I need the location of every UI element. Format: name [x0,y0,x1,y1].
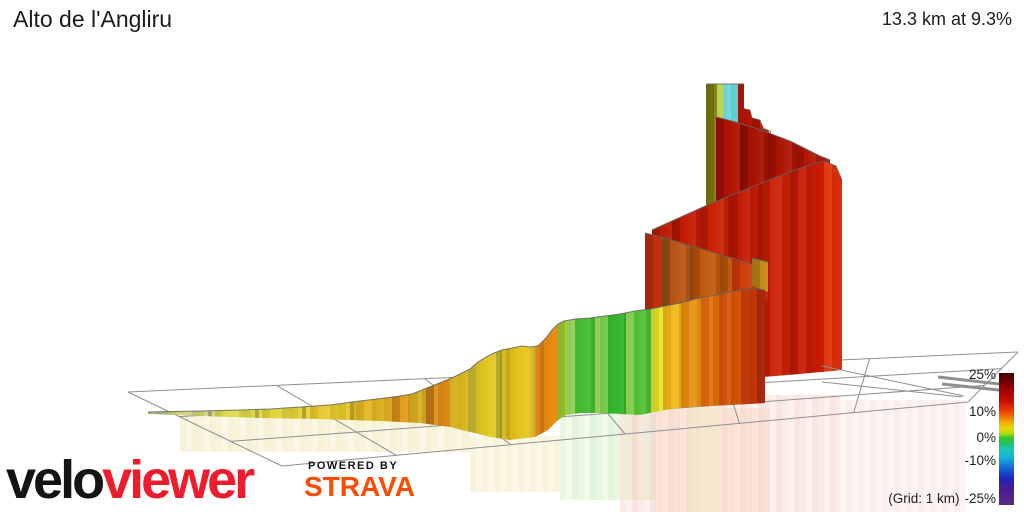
legend-tick: -10% [964,453,996,468]
gradient-ribbon [147,83,843,440]
legend-grid-strokes [821,365,1009,398]
powered-by-label: POWERED BY [308,460,399,472]
grid-note: (Grid: 1 km) [888,491,960,506]
legend-tick: 10% [968,404,996,419]
legend-tick: 0% [976,430,996,445]
gradient-legend-bar [999,373,1014,505]
veloviewer-logo[interactable]: veloviewer [6,450,255,510]
ribbon-reflections [180,395,965,512]
logo-velo-text: velo [6,450,105,510]
logo-viewer-text: viewer [102,450,255,510]
legend-tick: 25% [968,367,996,382]
page-title: Alto de l'Angliru [13,6,173,32]
legend-tick-min: -25% [964,491,996,506]
climb-stats: 13.3 km at 9.3% [881,9,1012,29]
strava-logo[interactable]: STRAVA [304,471,415,502]
legend-bottom-row: (Grid: 1 km) -25% [888,491,996,506]
